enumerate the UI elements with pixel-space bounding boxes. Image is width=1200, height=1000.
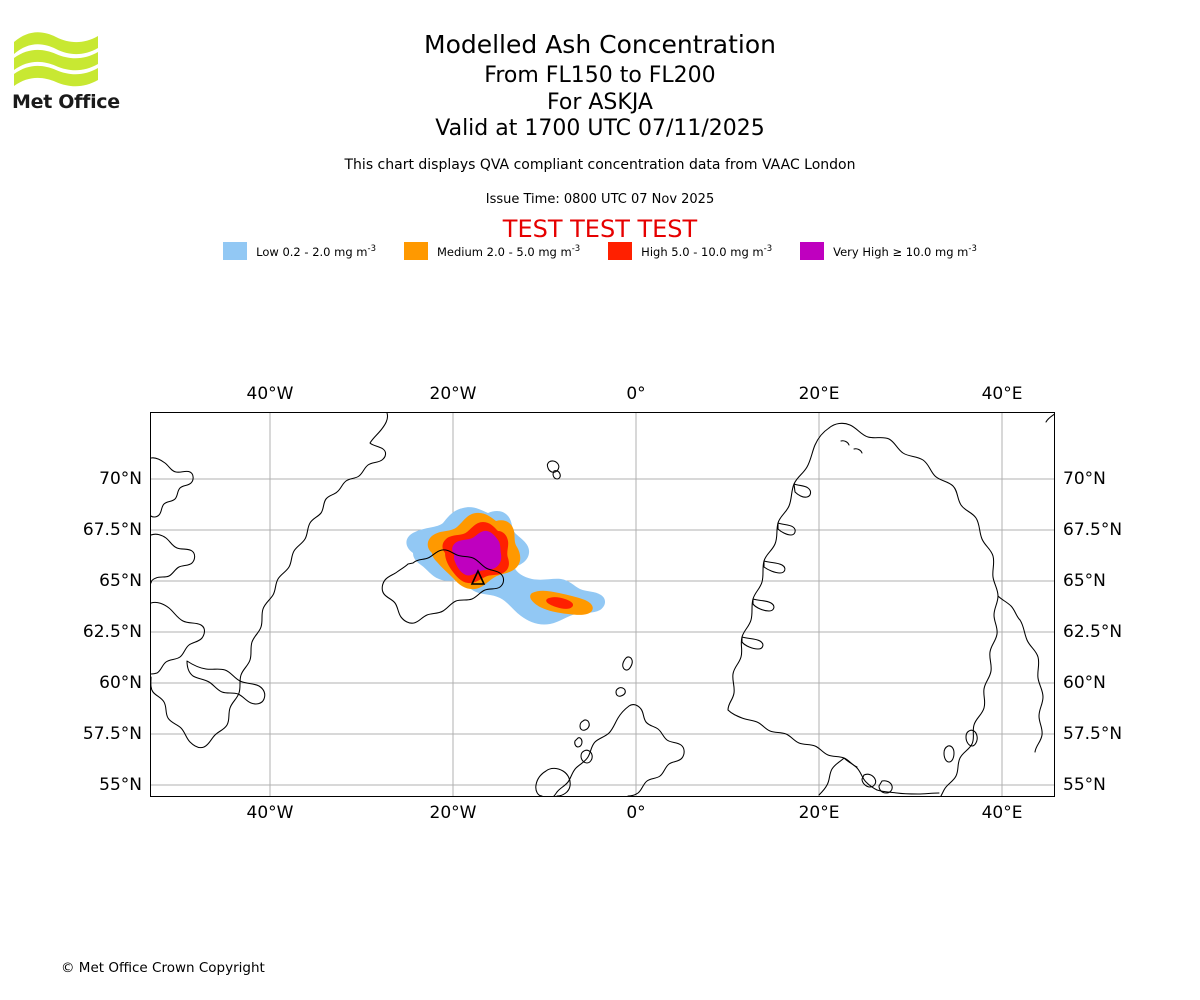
legend-swatch-low (223, 242, 248, 260)
coastline-svalbard (1045, 413, 1054, 423)
coastline-fjord3 (763, 560, 786, 574)
qva-note: This chart displays QVA compliant concen… (344, 157, 856, 173)
lat-tick-right-6: 55°N (1063, 775, 1106, 795)
coastline-greenland-tip (186, 660, 266, 705)
legend-swatch-medium (403, 242, 428, 260)
coastline-greenland (151, 413, 389, 749)
lat-tick-left-0: 70°N (99, 469, 142, 489)
valid-time-label: Valid at 1700 UTC 07/11/2025 (435, 116, 765, 141)
lat-tick-left-2: 65°N (99, 571, 142, 591)
coastline-greenland-west2 (151, 533, 196, 584)
coastline-fjord4 (752, 598, 775, 612)
legend-item-high: High 5.0 - 10.0 mg m-3 (608, 242, 772, 260)
coastline-faroe (546, 460, 560, 473)
coastline-lofoten (840, 440, 850, 446)
legend-item-low: Low 0.2 - 2.0 mg m-3 (223, 242, 376, 260)
coastline-sweden-east (727, 595, 1021, 768)
lon-tick-top-4: 40°E (981, 384, 1023, 404)
lon-tick-top-3: 20°E (798, 384, 840, 404)
lon-tick-bottom-0: 40°W (246, 803, 294, 823)
legend-swatch-high (608, 242, 633, 260)
legend-label-low: Low 0.2 - 2.0 mg m-3 (256, 243, 376, 259)
lat-tick-right-1: 67.5°N (1063, 520, 1123, 540)
ash-concentration-map[interactable] (150, 412, 1055, 797)
coastline-hebrides (579, 719, 590, 731)
coastline-hebrides2 (574, 737, 583, 748)
lat-tick-right-4: 60°N (1063, 673, 1106, 693)
lon-tick-top-1: 20°W (429, 384, 477, 404)
legend-item-medium: Medium 2.0 - 5.0 mg m-3 (403, 242, 581, 260)
coastline-norway (828, 422, 999, 796)
plume-high-lobe (546, 597, 574, 609)
lon-tick-top-0: 40°W (246, 384, 294, 404)
legend-label-high: High 5.0 - 10.0 mg m-3 (641, 243, 773, 259)
coastline-iceland (381, 549, 505, 624)
coastline-faroe2 (552, 470, 561, 480)
lat-tick-left-6: 55°N (99, 775, 142, 795)
lat-tick-right-0: 70°N (1063, 469, 1106, 489)
lat-tick-left-5: 57.5°N (82, 724, 142, 744)
test-banner: TEST TEST TEST (502, 215, 698, 243)
lon-tick-bottom-1: 20°W (429, 803, 477, 823)
legend-label-very-high: Very High ≥ 10.0 mg m-3 (833, 243, 977, 259)
coastline-gotland (965, 729, 978, 747)
coastline-denmark-isl (861, 773, 877, 788)
lat-tick-right-3: 62.5°N (1063, 622, 1123, 642)
concentration-legend: Low 0.2 - 2.0 mg m-3 Medium 2.0 - 5.0 mg … (0, 242, 1200, 260)
volcano-marker-icon (470, 569, 486, 585)
page-title: Modelled Ash Concentration (424, 30, 776, 59)
coastline-hebrides3 (580, 749, 593, 764)
map-canvas (151, 413, 1054, 796)
lon-tick-bottom-2: 0° (626, 803, 646, 823)
lon-tick-bottom-3: 20°E (798, 803, 840, 823)
legend-item-very-high: Very High ≥ 10.0 mg m-3 (800, 242, 977, 260)
coastline-baltic-south (876, 789, 940, 795)
met-office-wave-icon (14, 32, 98, 87)
coastlines (151, 413, 1054, 796)
flight-level-label: From FL150 to FL200 (484, 63, 716, 88)
lat-tick-left-3: 62.5°N (82, 622, 142, 642)
plume-veryhigh-contour (452, 530, 502, 576)
ash-plume-contours (406, 507, 606, 625)
lon-tick-top-2: 0° (626, 384, 646, 404)
coastline-greenland-west (151, 457, 194, 518)
coastline-fjord2 (777, 522, 796, 536)
coastline-finland (1019, 619, 1044, 753)
lon-tick-bottom-4: 40°E (981, 803, 1023, 823)
lat-tick-right-2: 65°N (1063, 571, 1106, 591)
coastline-denmark-isl2 (878, 780, 893, 794)
coastline-shetland (622, 656, 633, 671)
lat-tick-right-5: 57.5°N (1063, 724, 1123, 744)
coastline-ireland (535, 767, 571, 796)
legend-label-medium: Medium 2.0 - 5.0 mg m-3 (436, 243, 581, 259)
volcano-label: For ASKJA (547, 90, 653, 115)
coastline-orkney (615, 687, 626, 697)
lat-tick-left-1: 67.5°N (82, 520, 142, 540)
met-office-logo: Met Office (12, 28, 122, 113)
coastline-norway-west (727, 427, 830, 711)
issue-time-label: Issue Time: 0800 UTC 07 Nov 2025 (485, 192, 715, 207)
coastline-denmark (818, 757, 878, 796)
coastline-great-britain (553, 704, 685, 796)
copyright-notice: © Met Office Crown Copyright (61, 960, 265, 976)
coastline-fjord5 (741, 636, 764, 650)
map-gridlines (151, 413, 1054, 796)
lat-tick-left-4: 60°N (99, 673, 142, 693)
met-office-wordmark: Met Office (12, 91, 120, 113)
legend-swatch-very-high (800, 242, 825, 260)
coastline-greenland-south (151, 601, 206, 675)
coastline-oland (943, 745, 955, 763)
coastline-lofoten2 (853, 448, 863, 454)
coastline-fjord1 (793, 483, 812, 498)
